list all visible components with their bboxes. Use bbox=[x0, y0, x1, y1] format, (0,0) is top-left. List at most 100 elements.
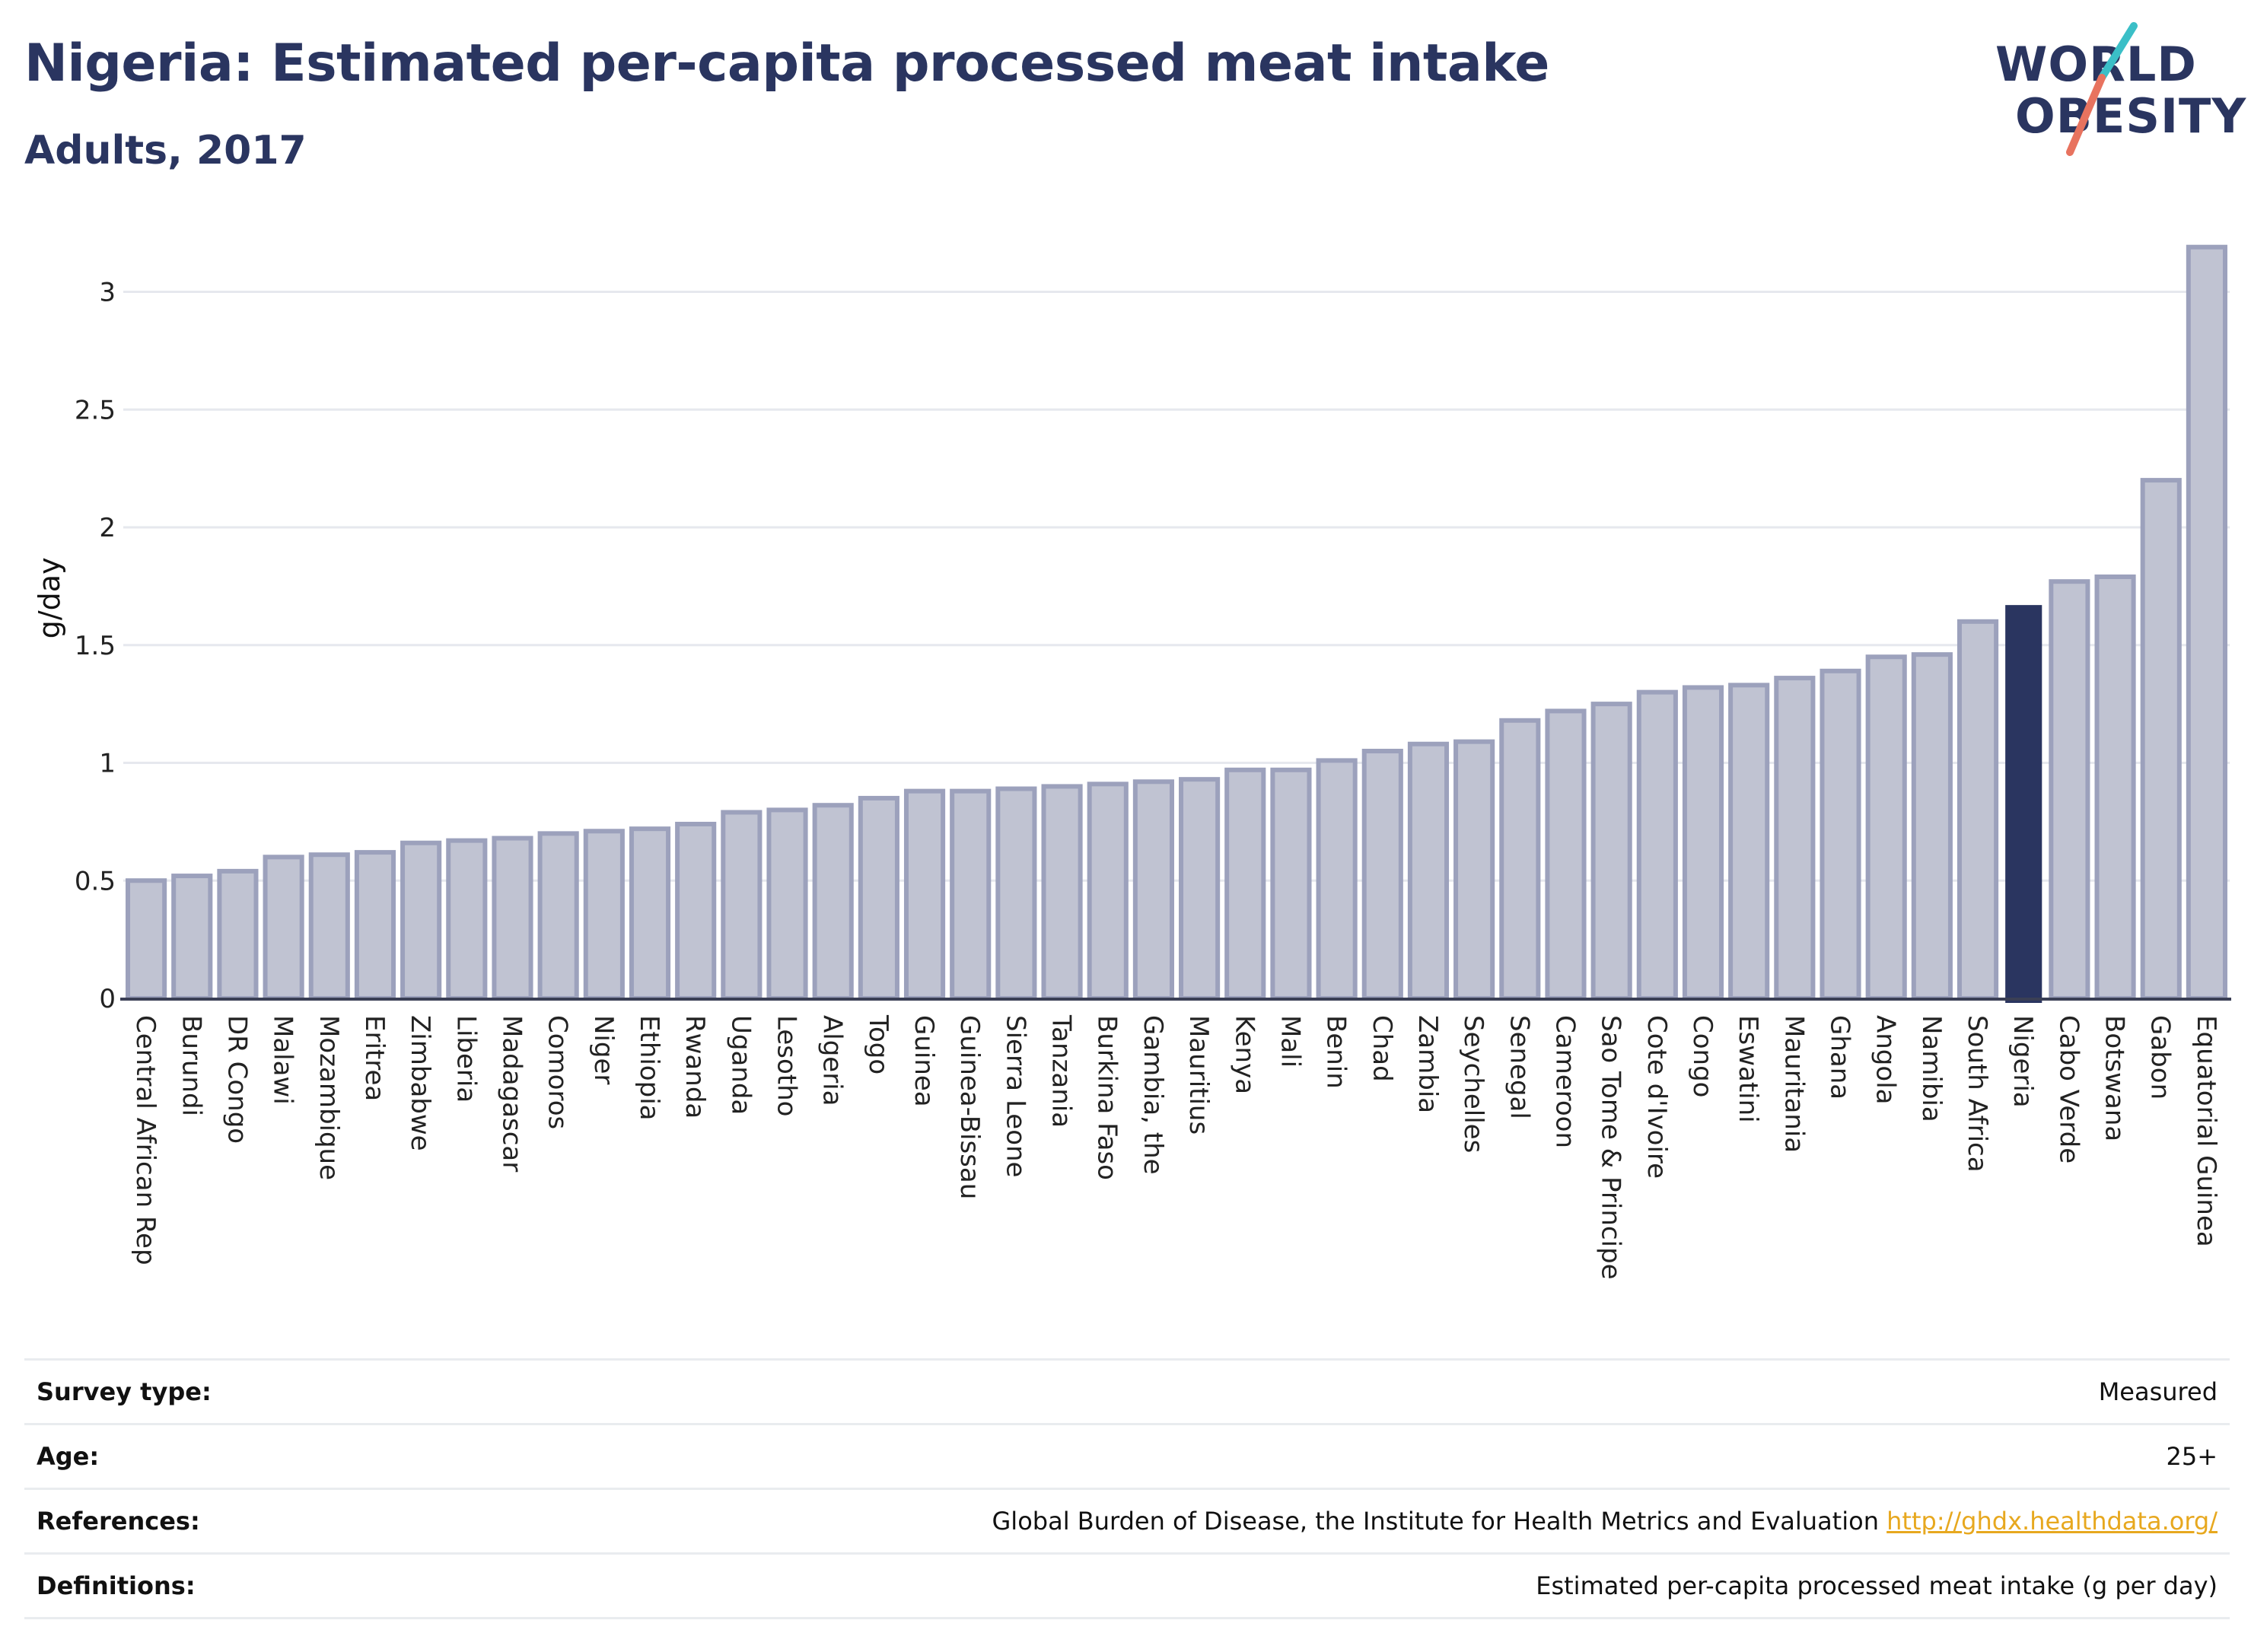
chart-title: Nigeria: Estimated per-capita processed … bbox=[24, 33, 1549, 94]
x-tick-label: Guinea bbox=[909, 1015, 939, 1107]
y-tick-label: 0.5 bbox=[75, 866, 116, 896]
y-tick-labels: 0 0.5 1 1.5 2 2.5 3 bbox=[75, 278, 116, 1015]
bar-ethiopia[interactable] bbox=[629, 826, 671, 1001]
x-tick-label: Benin bbox=[1321, 1015, 1352, 1089]
bar-lesotho[interactable] bbox=[766, 807, 808, 1001]
bar-equatorial-guinea[interactable] bbox=[2186, 244, 2227, 1001]
x-tick-label: Gambia, the bbox=[1138, 1015, 1168, 1175]
bar-gambia-the[interactable] bbox=[1132, 779, 1174, 1001]
definitions-label: Definitions: bbox=[37, 1571, 196, 1600]
info-row-references: References: Global Burden of Disease, th… bbox=[24, 1488, 2230, 1552]
references-text: Global Burden of Disease, the Institute … bbox=[992, 1507, 1879, 1536]
bar-cabo-verde[interactable] bbox=[2049, 579, 2090, 1001]
bar-nigeria[interactable] bbox=[2005, 605, 2042, 1003]
bar-chart: 0 0.5 1 1.5 2 2.5 3 Central African Rep Burundi… bbox=[33, 244, 2231, 1280]
x-tick-label: Cote d'Ivoire bbox=[1641, 1015, 1672, 1179]
info-row-survey: Survey type: Measured bbox=[24, 1358, 2230, 1423]
bar-uganda[interactable] bbox=[721, 810, 763, 1001]
bar-guinea-bissau[interactable] bbox=[950, 788, 992, 1001]
y-axis-label: g/day bbox=[33, 557, 66, 638]
bar-angola[interactable] bbox=[1865, 654, 1907, 1001]
bar-sao-tome-principe[interactable] bbox=[1590, 702, 1632, 1001]
x-tick-label: South Africa bbox=[1962, 1015, 1992, 1173]
bar-zambia[interactable] bbox=[1407, 741, 1450, 1001]
x-tick-label: Senegal bbox=[1504, 1015, 1534, 1119]
bar-botswana[interactable] bbox=[2094, 574, 2136, 1001]
info-row-age: Age: 25+ bbox=[24, 1423, 2230, 1488]
x-tick-label: Botswana bbox=[2100, 1015, 2130, 1141]
x-tick-label: Rwanda bbox=[680, 1015, 710, 1119]
bar-gabon[interactable] bbox=[2140, 478, 2182, 1001]
x-tick-label: Burkina Faso bbox=[1092, 1015, 1122, 1180]
bar-burkina-faso[interactable] bbox=[1087, 781, 1129, 1001]
y-tick-label: 0 bbox=[99, 984, 116, 1014]
bar-seychelles[interactable] bbox=[1453, 739, 1495, 1001]
chart-subtitle: Adults, 2017 bbox=[24, 128, 307, 173]
bar-algeria[interactable] bbox=[812, 803, 854, 1001]
x-tick-label: Eritrea bbox=[359, 1015, 390, 1101]
x-tick-label: Zimbabwe bbox=[405, 1015, 435, 1151]
bar-niger[interactable] bbox=[583, 829, 625, 1001]
bar-benin[interactable] bbox=[1316, 758, 1358, 1001]
info-table: Survey type: Measured Age: 25+ Reference… bbox=[24, 1358, 2230, 1619]
references-link[interactable]: http://ghdx.healthdata.org/ bbox=[1886, 1507, 2218, 1536]
x-tick-label: Liberia bbox=[451, 1015, 481, 1103]
definitions-value: Estimated per-capita processed meat inta… bbox=[1536, 1571, 2218, 1600]
bar-chad[interactable] bbox=[1361, 749, 1403, 1001]
age-label: Age: bbox=[37, 1442, 100, 1471]
bar-burundi[interactable] bbox=[171, 874, 213, 1001]
bar-eswatini[interactable] bbox=[1728, 683, 1770, 1001]
x-tick-label: Burundi bbox=[176, 1015, 206, 1116]
bar-togo[interactable] bbox=[858, 795, 899, 1001]
bar-mauritania[interactable] bbox=[1774, 676, 1816, 1001]
bar-kenya[interactable] bbox=[1224, 767, 1266, 1001]
bar-tanzania[interactable] bbox=[1041, 784, 1083, 1001]
x-tick-label: Eswatini bbox=[1733, 1015, 1763, 1123]
x-tick-label: Tanzania bbox=[1046, 1014, 1077, 1128]
x-tick-label: Mali bbox=[1275, 1015, 1305, 1068]
bar-mali[interactable] bbox=[1270, 767, 1312, 1001]
x-tick-label: Niger bbox=[588, 1015, 619, 1084]
bar-congo[interactable] bbox=[1682, 685, 1724, 1001]
x-tick-label: Cameroon bbox=[1549, 1015, 1580, 1148]
x-tick-label: Nigeria bbox=[2007, 1015, 2038, 1108]
y-tick-label: 1 bbox=[99, 749, 116, 779]
x-tick-label: Guinea-Bissau bbox=[954, 1015, 985, 1199]
bar-liberia[interactable] bbox=[446, 838, 488, 1001]
x-tick-label: Congo bbox=[1687, 1015, 1718, 1097]
survey-type-label: Survey type: bbox=[37, 1377, 212, 1406]
bar-comoros[interactable] bbox=[537, 831, 579, 1001]
bar-madagascar[interactable] bbox=[492, 836, 533, 1001]
x-tick-label: Mauritania bbox=[1778, 1015, 1809, 1153]
y-tick-label: 3 bbox=[99, 278, 116, 308]
bar-mauritius[interactable] bbox=[1179, 777, 1221, 1001]
x-tick-label: Ghana bbox=[1825, 1015, 1855, 1100]
bar-central-african-rep[interactable] bbox=[126, 878, 167, 1001]
bar-malawi[interactable] bbox=[263, 855, 304, 1001]
age-value: 25+ bbox=[2166, 1442, 2218, 1471]
bar-sierra-leone[interactable] bbox=[995, 786, 1037, 1001]
bar-south-africa[interactable] bbox=[1956, 619, 1999, 1001]
x-tick-label: Cabo Verde bbox=[2053, 1015, 2084, 1163]
bar-senegal[interactable] bbox=[1499, 718, 1541, 1001]
bar-rwanda[interactable] bbox=[675, 821, 717, 1001]
bar-zimbabwe[interactable] bbox=[400, 840, 442, 1001]
x-tick-label: Mozambique bbox=[314, 1015, 344, 1180]
bar-dr-congo[interactable] bbox=[217, 868, 259, 1001]
world-obesity-logo[interactable]: WORLD OBESITY bbox=[1986, 21, 2246, 158]
bar-namibia[interactable] bbox=[1911, 652, 1953, 1001]
x-tick-label: Seychelles bbox=[1458, 1015, 1488, 1153]
info-row-definitions: Definitions: Estimated per-capita proces… bbox=[24, 1552, 2230, 1619]
bar-mozambique[interactable] bbox=[308, 852, 350, 1001]
bar-eritrea[interactable] bbox=[354, 850, 396, 1001]
bar-cote-d-ivoire[interactable] bbox=[1636, 689, 1678, 1001]
bar-cameroon[interactable] bbox=[1545, 708, 1587, 1001]
x-tick-label: Ethiopia bbox=[634, 1015, 664, 1120]
bar-ghana[interactable] bbox=[1820, 668, 1861, 1001]
x-tick-label: Namibia bbox=[1916, 1015, 1947, 1122]
y-tick-label: 2.5 bbox=[75, 395, 116, 425]
bar-guinea[interactable] bbox=[903, 788, 946, 1001]
x-tick-label: Central African Rep bbox=[130, 1015, 161, 1265]
x-tick-label: Malawi bbox=[268, 1015, 298, 1105]
x-tick-labels: Central African Rep Burundi DR Congo Malawi… bbox=[130, 1014, 2221, 1280]
